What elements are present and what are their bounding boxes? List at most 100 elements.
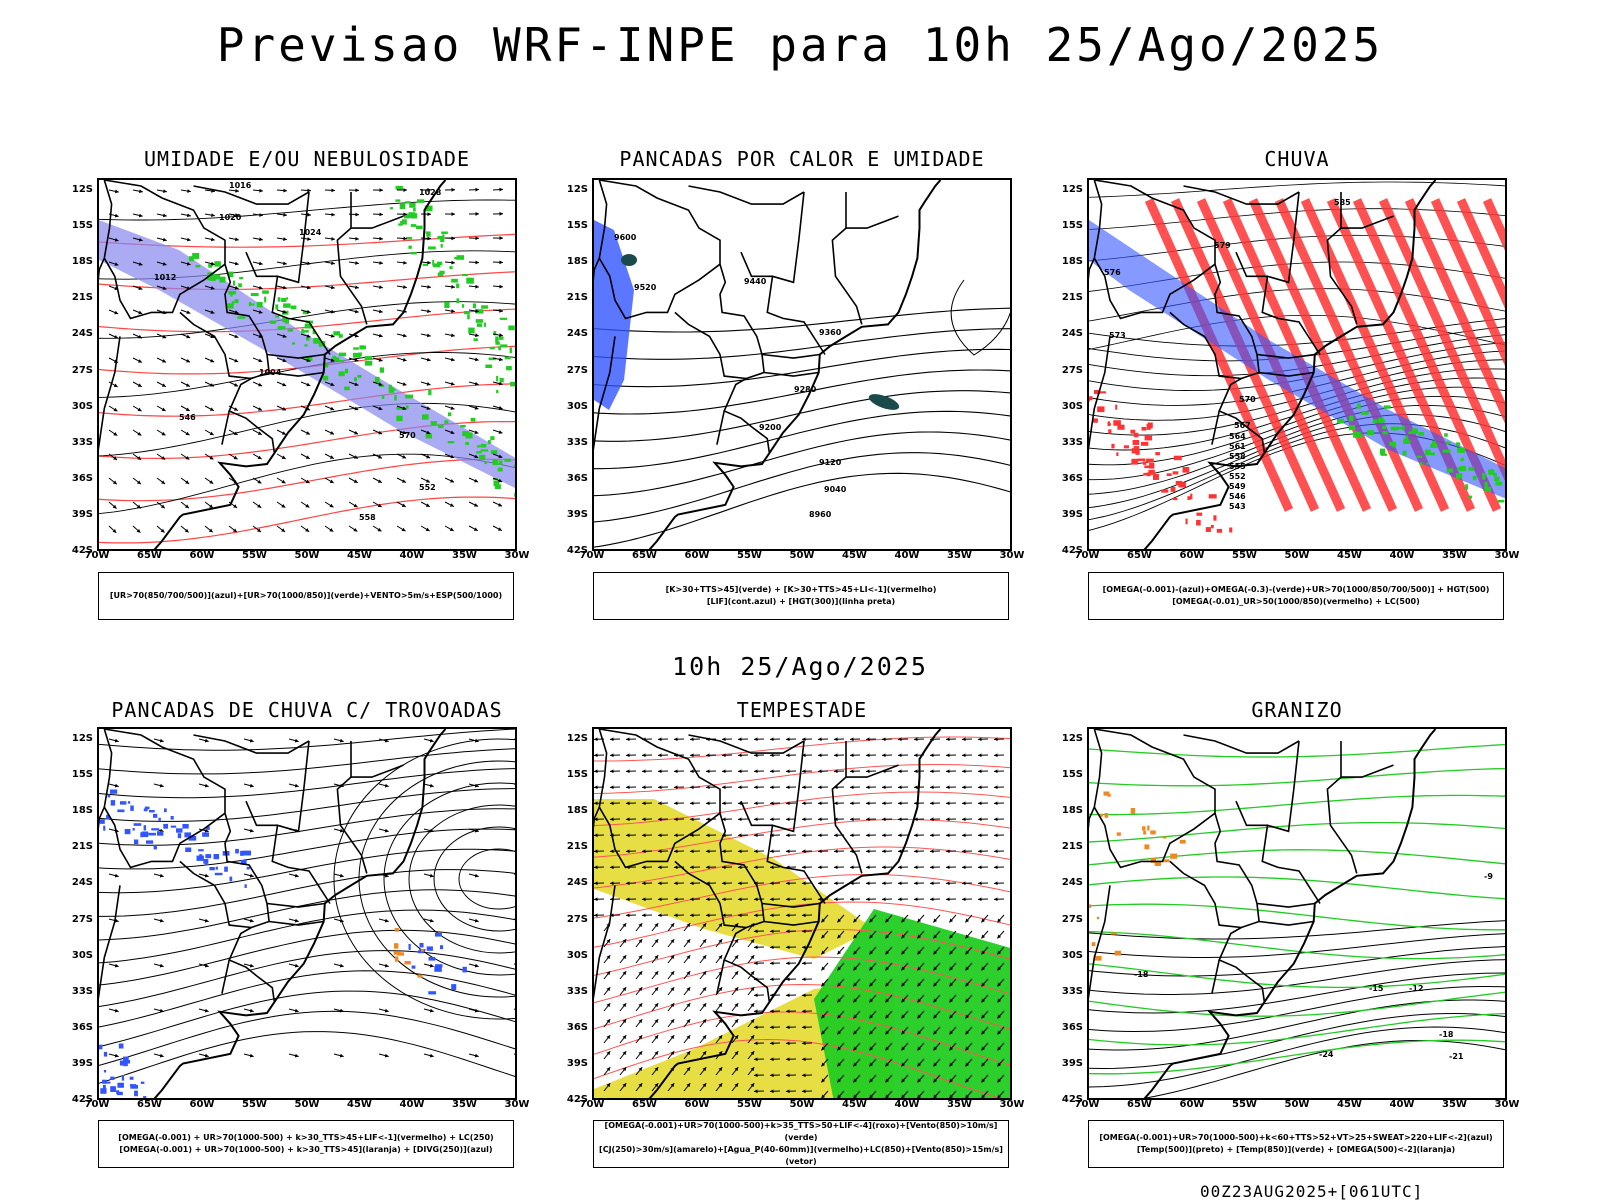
humidity-green-cell	[504, 459, 511, 462]
wind-arrowhead	[850, 753, 854, 757]
humidity-green-cell	[464, 311, 470, 314]
omega-orange-cell	[1170, 854, 1177, 859]
legend-line: [K>30+TTS>45](verde) + [K>30+TTS>45+LI<-…	[594, 584, 1008, 596]
omega-blue-area	[1089, 220, 1507, 500]
wind-arrowhead	[594, 769, 598, 773]
wind-arrowhead	[978, 801, 982, 805]
wind-arrowhead	[946, 785, 950, 789]
lon-tick-label: 60W	[182, 1099, 222, 1110]
divergence-blue-cell	[164, 808, 167, 812]
country-border	[675, 312, 746, 378]
wind-arrowhead	[754, 945, 758, 949]
humidity-green-cell	[283, 303, 290, 307]
wind-arrowhead	[786, 737, 790, 741]
omega-green-cell	[1485, 482, 1488, 487]
legend-line: [OMEGA(-0.001) + UR>70(1000-500) + k>30_…	[99, 1132, 513, 1144]
lat-tick-label: 36S	[1053, 473, 1083, 484]
humidity-green-cell	[292, 342, 295, 344]
lat-tick-label: 27S	[558, 914, 588, 925]
country-border	[99, 336, 120, 551]
country-border	[99, 729, 112, 819]
divergence-blue-cell	[163, 824, 168, 829]
rain-red-cell	[1133, 440, 1140, 445]
legend-line: [OMEGA(-0.001) + UR>70(1000-500) + k>30_…	[99, 1144, 513, 1156]
coastline	[594, 180, 941, 551]
divergence-blue-cell	[230, 877, 233, 882]
lat-tick-label: 18S	[558, 256, 588, 267]
wind-arrowhead	[430, 1009, 434, 1013]
wind-vector	[379, 1099, 389, 1100]
wind-arrowhead	[331, 213, 335, 217]
divergence-blue-cell	[110, 1086, 116, 1092]
humidity-green-cell	[423, 264, 428, 266]
divergence-blue-cell	[103, 826, 105, 831]
lat-tick-label: 18S	[63, 256, 93, 267]
map-frame: -15-12-18-21-24-9-18	[1087, 727, 1507, 1100]
legend-line: [OMEGA(-0.01)_UR>50(1000/850)(vermelho) …	[1089, 596, 1503, 608]
humidity-green-cell	[476, 451, 482, 453]
lat-tick-label: 24S	[1053, 328, 1083, 339]
wind-arrowhead	[786, 753, 790, 757]
humidity-green-cell	[339, 353, 346, 357]
wind-arrowhead	[834, 849, 838, 853]
humidity-green-cell	[456, 284, 459, 289]
country-border	[832, 741, 861, 873]
rain-red-cell	[1115, 405, 1117, 410]
wind-arrowhead	[850, 817, 854, 821]
wind-arrowhead	[642, 913, 646, 917]
contour-label: 8960	[809, 510, 832, 519]
humidity-green-cell	[514, 493, 517, 497]
omega-green-cell	[1383, 431, 1388, 434]
wind-arrowhead	[403, 188, 407, 192]
wind-arrowhead	[205, 874, 209, 878]
wind-arrowhead	[850, 785, 854, 789]
wind-arrowhead	[295, 919, 299, 923]
wind-arrowhead	[379, 334, 383, 338]
humidity-green-cell	[416, 226, 423, 229]
wind-arrowhead	[994, 865, 998, 869]
rain-red-cell	[1108, 423, 1111, 425]
lat-tick-label: 30S	[558, 950, 588, 961]
rain-red-cell	[1097, 406, 1104, 412]
rain-red-cell	[1155, 452, 1160, 455]
omega-green-cell	[1498, 500, 1505, 503]
humidity-green-cell	[286, 297, 288, 299]
wind-arrowhead	[962, 801, 966, 805]
wind-arrowhead	[163, 189, 167, 193]
wind-arrowhead	[738, 737, 742, 741]
humidity-green-cell	[505, 357, 511, 360]
lon-tick-label: 45W	[1330, 1099, 1370, 1110]
country-border	[1089, 729, 1102, 819]
contour-line	[1089, 850, 1507, 865]
wind-vector	[514, 919, 517, 921]
wind-arrowhead	[430, 919, 434, 923]
omega-orange-cell	[1097, 917, 1099, 919]
humidity-green-cell	[249, 302, 251, 306]
lat-tick-label: 18S	[1053, 256, 1083, 267]
wind-arrowhead	[385, 829, 389, 833]
humidity-green-cell	[490, 436, 494, 440]
omega-green-cell	[1353, 432, 1361, 438]
humidity-green-cell	[278, 326, 286, 330]
lat-tick-label: 33S	[63, 437, 93, 448]
divergence-blue-cell	[151, 828, 159, 830]
divergence-blue-cell	[451, 984, 456, 990]
legend-box: [OMEGA(-0.001)+UR>70(1000-500)+k>35_TTS>…	[593, 1120, 1009, 1168]
wind-arrowhead	[355, 213, 359, 217]
wind-arrowhead	[658, 913, 662, 917]
humidity-green-cell	[394, 395, 396, 401]
lat-tick-label: 30S	[1053, 950, 1083, 961]
wind-arrowhead	[786, 849, 790, 853]
wind-arrowhead	[451, 236, 455, 240]
contour-label: 549	[1229, 482, 1246, 491]
humidity-green-cell	[393, 389, 396, 391]
lat-tick-label: 24S	[63, 877, 93, 888]
wind-arrowhead	[882, 785, 886, 789]
wind-arrowhead	[754, 817, 758, 821]
panel-title: TEMPESTADE	[592, 698, 1012, 722]
divergence-blue-cell	[111, 800, 115, 806]
wind-arrowhead	[818, 769, 822, 773]
wind-arrowhead	[499, 188, 503, 192]
